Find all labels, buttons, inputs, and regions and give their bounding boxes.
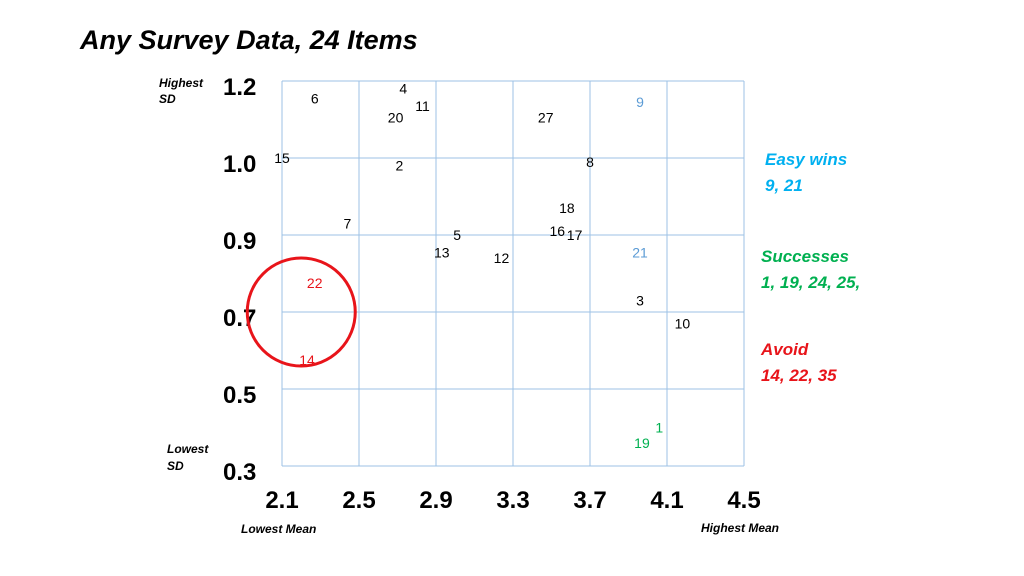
- x-tick-label: 3.3: [496, 487, 529, 514]
- y-tick-label: 0.3: [223, 459, 256, 486]
- data-point-label: 9: [636, 94, 644, 110]
- y-axis-label-top-line1: Highest: [159, 76, 204, 90]
- side-group-items: 1, 19, 24, 25,: [761, 273, 860, 292]
- y-axis-label-bottom: Lowest SD: [167, 442, 209, 473]
- data-point-label: 19: [634, 435, 650, 451]
- data-point-label: 7: [344, 215, 352, 231]
- side-group-heading: Avoid: [760, 340, 809, 359]
- data-point-label: 6: [311, 90, 319, 106]
- side-group-heading: Easy wins: [765, 150, 847, 169]
- data-point-label: 8: [586, 154, 594, 170]
- x-tick-label: 4.1: [650, 487, 683, 514]
- data-point-label: 3: [636, 292, 644, 308]
- x-axis-ticks: 2.1 2.5 2.9 3.3 3.7 4.1 4.5: [265, 487, 760, 514]
- data-point-label: 2: [396, 158, 404, 174]
- data-point-label: 20: [388, 110, 404, 126]
- y-tick-label: 0.5: [223, 382, 256, 409]
- chart-title: Any Survey Data, 24 Items: [79, 25, 418, 55]
- data-point-label: 5: [453, 227, 461, 243]
- data-point-label: 17: [567, 227, 583, 243]
- data-point-label: 10: [675, 316, 691, 332]
- x-tick-label: 3.7: [573, 487, 606, 514]
- x-tick-label: 2.5: [342, 487, 375, 514]
- data-point-label: 12: [494, 250, 510, 266]
- avoid-highlight-circle: [245, 256, 357, 368]
- data-point-label: 27: [538, 110, 554, 126]
- y-axis-ticks: 1.2 1.0 0.9 0.7 0.5 0.3: [223, 74, 256, 486]
- x-tick-label: 2.9: [419, 487, 452, 514]
- data-point-label: 15: [274, 150, 290, 166]
- side-group-items: 14, 22, 35: [761, 366, 837, 385]
- y-tick-label: 0.9: [223, 228, 256, 255]
- data-point-label: 4: [399, 81, 407, 97]
- data-point-label: 13: [434, 244, 450, 260]
- x-tick-label: 4.5: [727, 487, 760, 514]
- y-tick-label: 1.2: [223, 74, 256, 101]
- y-axis-label-bottom-line1: Lowest: [167, 442, 209, 456]
- y-axis-label-top-line2: SD: [159, 92, 176, 106]
- data-point-label: 1: [655, 420, 663, 436]
- y-axis-label-bottom-line2: SD: [167, 459, 184, 473]
- side-groups: Easy wins 9, 21 Successes 1, 19, 24, 25, Avo…: [760, 150, 860, 385]
- x-axis-label-left: Lowest Mean: [241, 522, 316, 536]
- data-point-label: 18: [559, 200, 575, 216]
- x-axis-label-right: Highest Mean: [701, 521, 779, 535]
- y-axis-label-top: Highest SD: [159, 76, 204, 106]
- chart-grid: [281, 80, 745, 467]
- side-group-heading: Successes: [761, 247, 849, 266]
- data-point-label: 22: [307, 275, 323, 291]
- x-tick-label: 2.1: [265, 487, 298, 514]
- y-tick-label: 1.0: [223, 151, 256, 178]
- data-point-label: 16: [549, 223, 565, 239]
- side-group-items: 9, 21: [765, 176, 803, 195]
- y-tick-label: 0.7: [223, 305, 256, 332]
- data-point-label: 11: [415, 98, 430, 114]
- data-point-label: 21: [632, 244, 648, 260]
